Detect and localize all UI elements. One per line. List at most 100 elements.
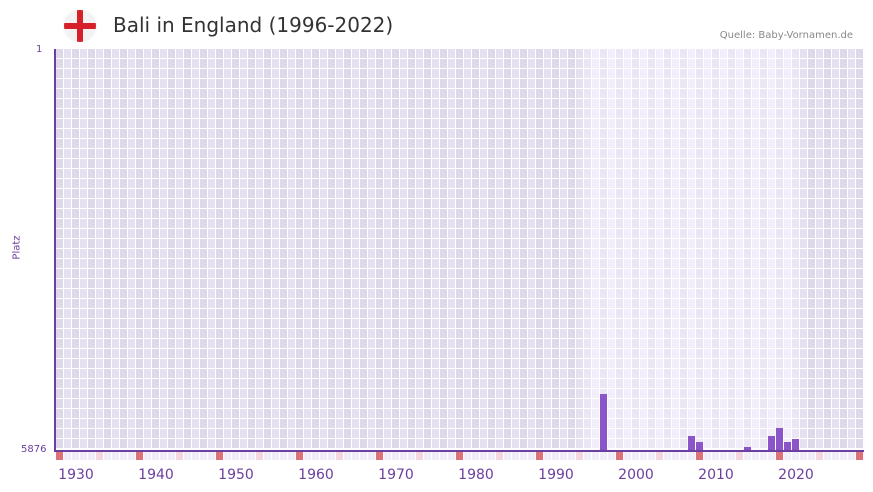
- grid-column: [168, 49, 176, 450]
- grid-column: [472, 49, 480, 450]
- grid-column: [848, 49, 856, 450]
- bar-2014[interactable]: [744, 447, 751, 450]
- grid-column: [240, 49, 248, 450]
- grid-column: [96, 49, 104, 450]
- grid-column: [832, 49, 840, 450]
- grid-column: [328, 49, 336, 450]
- grid-column: [104, 49, 112, 450]
- grid-column: [688, 49, 696, 450]
- year-mark: [288, 452, 295, 460]
- year-mark: [720, 452, 727, 460]
- grid-column: [488, 49, 496, 450]
- grid-column: [528, 49, 536, 450]
- year-mark: [792, 452, 799, 460]
- grid-column: [112, 49, 120, 450]
- year-mark: [128, 452, 135, 460]
- year-mark: [504, 452, 511, 460]
- grid-column: [560, 49, 568, 450]
- bar-2018[interactable]: [776, 428, 783, 450]
- chart-title: Bali in England (1996-2022): [113, 13, 394, 37]
- grid-column: [200, 49, 208, 450]
- decade-mark: [136, 452, 143, 460]
- grid-column: [320, 49, 328, 450]
- year-mark: [248, 452, 255, 460]
- year-mark: [72, 452, 79, 460]
- year-mark: [704, 452, 711, 460]
- grid-column: [856, 49, 864, 450]
- year-mark: [384, 452, 391, 460]
- year-mark: [680, 452, 687, 460]
- y-axis-title: Platz: [11, 235, 23, 260]
- year-mark: [632, 452, 639, 460]
- x-axis-line: [54, 450, 864, 452]
- grid-column: [440, 49, 448, 450]
- year-mark: [64, 452, 71, 460]
- decade-mark: [376, 452, 383, 460]
- bar-2017[interactable]: [768, 436, 775, 450]
- grid-column: [608, 49, 616, 450]
- year-mark: [544, 452, 551, 460]
- grid-column: [672, 49, 680, 450]
- year-mark: [80, 452, 87, 460]
- grid-column: [216, 49, 224, 450]
- decade-mark: [296, 452, 303, 460]
- y-axis-line: [54, 49, 56, 451]
- year-mark: [728, 452, 735, 460]
- year-mark: [152, 452, 159, 460]
- bar-2020[interactable]: [792, 439, 799, 450]
- grid-column: [392, 49, 400, 450]
- bar-2007[interactable]: [688, 436, 695, 450]
- source-link[interactable]: Quelle: Baby-Vornamen.de: [719, 30, 853, 41]
- grid-column: [808, 49, 816, 450]
- year-mark: [304, 452, 311, 460]
- year-mark: [328, 452, 335, 460]
- grid-column: [312, 49, 320, 450]
- bar-1996[interactable]: [600, 394, 607, 450]
- grid-column: [520, 49, 528, 450]
- year-mark: [448, 452, 455, 460]
- decade-mark: [216, 452, 223, 460]
- midyear-mark: [176, 452, 183, 460]
- midyear-mark: [96, 452, 103, 460]
- grid-column: [720, 49, 728, 450]
- decade-mark: [776, 452, 783, 460]
- decade-mark: [56, 452, 63, 460]
- grid-column: [248, 49, 256, 450]
- decade-mark: [456, 452, 463, 460]
- grid-column: [336, 49, 344, 450]
- year-mark: [768, 452, 775, 460]
- grid-column: [792, 49, 800, 450]
- grid-column: [480, 49, 488, 450]
- year-mark: [832, 452, 839, 460]
- grid-column: [552, 49, 560, 450]
- grid-column: [176, 49, 184, 450]
- grid-column: [656, 49, 664, 450]
- grid-column: [616, 49, 624, 450]
- grid-column: [576, 49, 584, 450]
- grid-column: [640, 49, 648, 450]
- grid-column: [272, 49, 280, 450]
- year-mark: [608, 452, 615, 460]
- bar-2008[interactable]: [696, 442, 703, 450]
- year-mark: [840, 452, 847, 460]
- year-mark: [272, 452, 279, 460]
- year-mark: [624, 452, 631, 460]
- year-mark: [480, 452, 487, 460]
- year-mark: [368, 452, 375, 460]
- year-mark: [752, 452, 759, 460]
- grid-column: [360, 49, 368, 450]
- year-mark: [784, 452, 791, 460]
- midyear-mark: [576, 452, 583, 460]
- grid-column: [680, 49, 688, 450]
- x-tick-label: 2010: [698, 467, 734, 483]
- grid-column: [784, 49, 792, 450]
- grid-column: [144, 49, 152, 450]
- x-tick-label: 2020: [778, 467, 814, 483]
- year-mark: [640, 452, 647, 460]
- grid-column: [712, 49, 720, 450]
- bar-2019[interactable]: [784, 442, 791, 450]
- year-mark: [144, 452, 151, 460]
- grid-column: [352, 49, 360, 450]
- england-flag-icon: [64, 10, 96, 42]
- grid-column: [544, 49, 552, 450]
